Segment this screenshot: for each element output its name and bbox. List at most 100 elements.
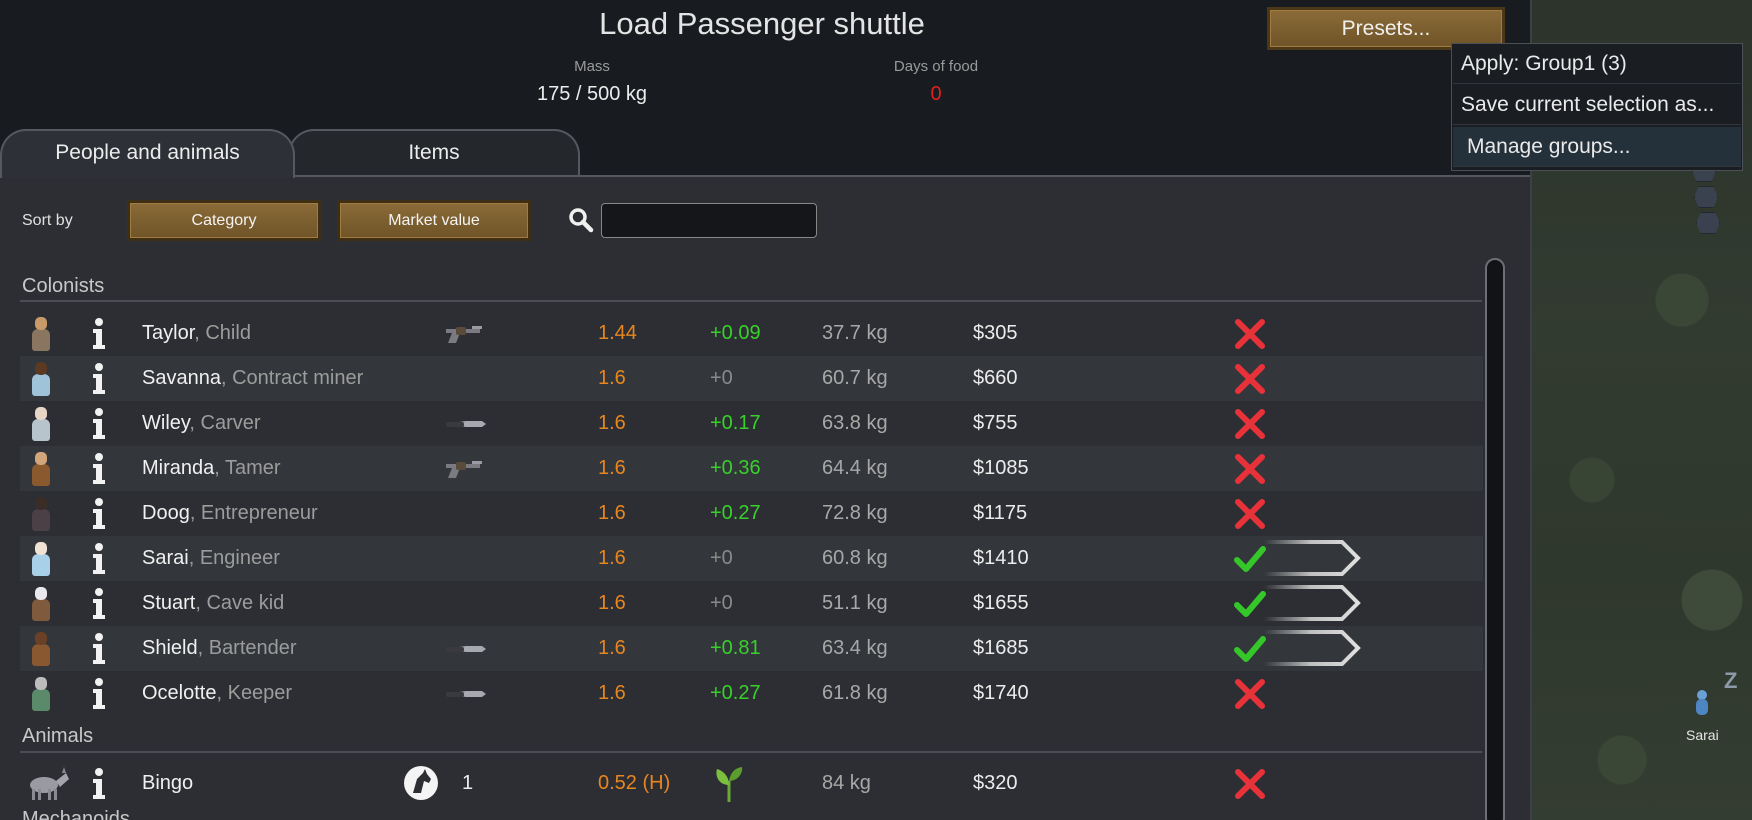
transfer-arrow-icon[interactable] — [1262, 583, 1362, 623]
pawn-price: $1740 — [973, 682, 1029, 704]
pawn-stat-value: 1.6 — [598, 682, 626, 704]
transfer-arrow-icon[interactable] — [1262, 628, 1362, 668]
pawn-portrait-icon — [28, 315, 54, 353]
pawn-stat-delta: +0.27 — [710, 502, 761, 524]
horse-head-icon[interactable] — [403, 765, 439, 801]
accept-check-icon[interactable] — [1234, 544, 1266, 574]
pawn-mass: 60.8 kg — [822, 547, 888, 569]
tab-panel — [0, 175, 1530, 820]
info-icon[interactable] — [88, 767, 110, 801]
pawn-stat-delta: +0 — [710, 592, 733, 614]
pawn-stat-value: 1.44 — [598, 322, 637, 344]
table-row[interactable]: Savanna, Contract miner 1.6 +0 60.7 kg $660 — [20, 356, 1483, 401]
reject-x-icon[interactable] — [1234, 319, 1266, 349]
reject-x-icon[interactable] — [1234, 454, 1266, 484]
pawn-name: Ocelotte, Keeper — [142, 682, 292, 705]
list-scrollbar[interactable] — [1485, 258, 1505, 820]
section-colonists: Colonists — [22, 275, 105, 297]
pawn-role: , Bartender — [197, 637, 297, 659]
days-of-food-value: 0 — [930, 83, 942, 105]
pawn-role: , Cave kid — [195, 592, 285, 614]
dialog-title: Load Passenger shuttle — [599, 6, 925, 41]
pawn-mass: 51.1 kg — [822, 592, 888, 614]
pawn-role: , Carver — [189, 412, 261, 434]
pawn-price: $1685 — [973, 637, 1029, 659]
pawn-portrait-icon — [28, 585, 54, 623]
info-icon[interactable] — [88, 317, 110, 351]
sort-market-value-button[interactable]: Market value — [337, 200, 531, 241]
table-row[interactable]: Stuart, Cave kid 1.6 +0 51.1 kg $1655 — [20, 581, 1483, 626]
reject-x-icon[interactable] — [1234, 364, 1266, 394]
pawn-stat-delta: +0 — [710, 367, 733, 389]
info-icon[interactable] — [88, 542, 110, 576]
table-row[interactable]: Taylor, Child 1.44 +0.09 37.7 kg $305 — [20, 311, 1483, 356]
pawn-portrait-icon — [28, 630, 54, 668]
pawn-name: Sarai, Engineer — [142, 547, 280, 570]
info-icon[interactable] — [88, 677, 110, 711]
info-icon[interactable] — [88, 452, 110, 486]
table-row[interactable]: Shield, Bartender 1.6 +0.81 63.4 kg $1685 — [20, 626, 1483, 671]
sort-category-button[interactable]: Category — [127, 200, 321, 241]
pawn-name: Taylor, Child — [142, 322, 251, 345]
donkey-icon — [30, 767, 69, 800]
animal-price: $320 — [973, 772, 1018, 794]
section-mechanoids: Mechanoids — [22, 808, 130, 820]
section-divider — [20, 751, 1482, 753]
table-row[interactable]: Miranda, Tamer 1.6 +0.36 64.4 kg $1085 — [20, 446, 1483, 491]
reject-x-icon[interactable] — [1234, 499, 1266, 529]
pawn-role: , Contract miner — [220, 367, 364, 389]
knife-icon[interactable] — [442, 638, 488, 660]
menu-apply-group1[interactable]: Apply: Group1 (3) — [1453, 44, 1741, 84]
accept-check-icon[interactable] — [1234, 589, 1266, 619]
pawn-name: Doog, Entrepreneur — [142, 502, 318, 525]
search-input[interactable] — [601, 203, 817, 238]
menu-manage-groups[interactable]: Manage groups... — [1453, 127, 1741, 167]
map-pawn-sarai[interactable] — [1695, 690, 1709, 722]
pawn-stat-delta: +0.36 — [710, 457, 761, 479]
colonist-list: Taylor, Child 1.44 +0.09 37.7 kg $305 Savanna… — [20, 311, 1483, 716]
tab-people-and-animals[interactable]: People and animals — [0, 129, 295, 178]
pawn-mass: 64.4 kg — [822, 457, 888, 479]
pawn-first-name: Savanna — [142, 367, 221, 389]
knife-icon[interactable] — [442, 683, 488, 705]
info-icon[interactable] — [88, 362, 110, 396]
table-row[interactable]: Sarai, Engineer 1.6 +0 60.8 kg $1410 — [20, 536, 1483, 581]
pawn-stat-delta: +0.09 — [710, 322, 761, 344]
pawn-first-name: Taylor — [142, 322, 195, 344]
info-icon[interactable] — [88, 497, 110, 531]
presets-button[interactable]: Presets... — [1267, 7, 1505, 50]
animal-count: 1 — [462, 772, 474, 794]
table-row[interactable]: Wiley, Carver 1.6 +0.17 63.8 kg $755 — [20, 401, 1483, 446]
sort-by-label: Sort by — [22, 212, 73, 229]
reject-x-icon[interactable] — [1234, 679, 1266, 709]
section-divider — [20, 300, 1482, 302]
info-icon[interactable] — [88, 587, 110, 621]
pawn-role: , Child — [194, 322, 251, 344]
mass-value: 175 / 500 kg — [536, 83, 648, 105]
revolver-icon[interactable] — [442, 458, 488, 480]
table-row[interactable]: Bingo 1 0.52 (H) 84 kg $320 — [20, 761, 1483, 806]
knife-icon[interactable] — [442, 413, 488, 435]
reject-x-icon[interactable] — [1234, 409, 1266, 439]
pawn-name: Savanna, Contract miner — [142, 367, 363, 390]
reject-x-icon[interactable] — [1234, 769, 1266, 799]
info-icon[interactable] — [88, 407, 110, 441]
pawn-portrait-icon — [28, 405, 54, 443]
pawn-mass: 60.7 kg — [822, 367, 888, 389]
pawn-first-name: Miranda — [142, 457, 215, 479]
menu-save-selection[interactable]: Save current selection as... — [1453, 85, 1741, 125]
revolver-icon[interactable] — [442, 323, 488, 345]
info-icon[interactable] — [88, 632, 110, 666]
pawn-stat-value: 1.6 — [598, 367, 626, 389]
table-row[interactable]: Doog, Entrepreneur 1.6 +0.27 72.8 kg $1175 — [20, 491, 1483, 536]
load-shuttle-dialog: Load Passenger shuttle Mass 175 / 500 kg… — [0, 0, 1532, 820]
accept-check-icon[interactable] — [1234, 634, 1266, 664]
pawn-name: Miranda, Tamer — [142, 457, 281, 480]
table-row[interactable]: Ocelotte, Keeper 1.6 +0.27 61.8 kg $1740 — [20, 671, 1483, 716]
mass-label: Mass — [574, 58, 610, 75]
tab-items[interactable]: Items — [288, 129, 580, 176]
animal-name: Bingo — [142, 772, 194, 794]
transfer-arrow-icon[interactable] — [1262, 538, 1362, 578]
pawn-first-name: Stuart — [142, 592, 196, 614]
